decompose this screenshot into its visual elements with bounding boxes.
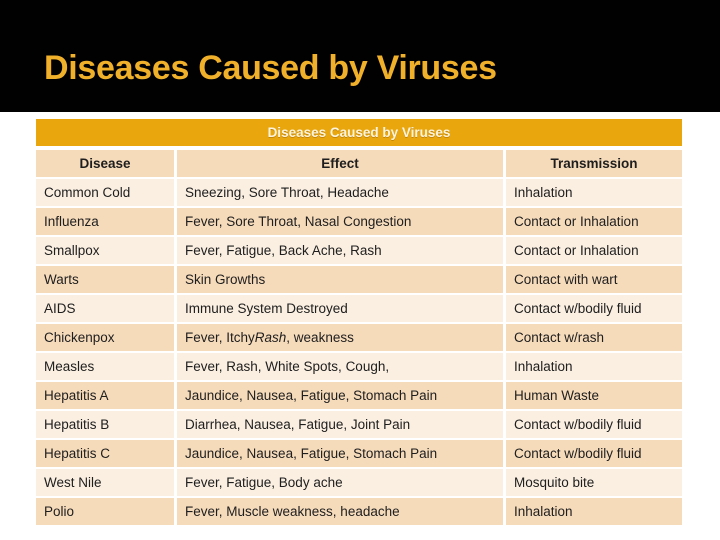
disease-cell: Measles bbox=[36, 353, 174, 380]
transmission-cell: Contact w/bodily fluid bbox=[506, 295, 682, 322]
disease-cell: Hepatitis B bbox=[36, 411, 174, 438]
transmission-cell: Contact w/rash bbox=[506, 324, 682, 351]
effect-cell: Diarrhea, Nausea, Fatigue, Joint Pain bbox=[177, 411, 503, 438]
disease-cell: Smallpox bbox=[36, 237, 174, 264]
effect-cell: Skin Growths bbox=[177, 266, 503, 293]
disease-cell: Common Cold bbox=[36, 179, 174, 206]
transmission-cell: Human Waste bbox=[506, 382, 682, 409]
effect-segment: Fever, Rash, White Spots, Cough, bbox=[185, 359, 390, 374]
effect-segment: Fever, Muscle weakness, headache bbox=[185, 504, 400, 519]
page-title: Diseases Caused by Viruses bbox=[44, 48, 497, 87]
slide-title-band: Diseases Caused by Viruses bbox=[0, 0, 720, 112]
effect-segment: Fever, Sore Throat, Nasal Congestion bbox=[185, 214, 412, 229]
effect-segment: , weakness bbox=[286, 330, 354, 345]
transmission-cell: Contact with wart bbox=[506, 266, 682, 293]
column-header: Disease bbox=[36, 150, 174, 177]
effect-segment: Sneezing, Sore Throat, Headache bbox=[185, 185, 389, 200]
effect-cell: Immune System Destroyed bbox=[177, 295, 503, 322]
transmission-cell: Inhalation bbox=[506, 353, 682, 380]
disease-cell: Warts bbox=[36, 266, 174, 293]
transmission-cell: Contact w/bodily fluid bbox=[506, 440, 682, 467]
effect-cell: Fever, Muscle weakness, headache bbox=[177, 498, 503, 525]
virus-table: Diseases Caused by Viruses Disease Effect… bbox=[36, 119, 682, 525]
effect-cell: Fever, Fatigue, Body ache bbox=[177, 469, 503, 496]
transmission-cell: Inhalation bbox=[506, 498, 682, 525]
effect-segment: Jaundice, Nausea, Fatigue, Stomach Pain bbox=[185, 388, 438, 403]
effect-segment: Fever, Itchy bbox=[185, 330, 255, 345]
disease-cell: AIDS bbox=[36, 295, 174, 322]
effect-cell: Fever, Sore Throat, Nasal Congestion bbox=[177, 208, 503, 235]
effect-cell: Fever, Rash, White Spots, Cough, bbox=[177, 353, 503, 380]
transmission-cell: Contact w/bodily fluid bbox=[506, 411, 682, 438]
effect-cell: Sneezing, Sore Throat, Headache bbox=[177, 179, 503, 206]
disease-cell: Chickenpox bbox=[36, 324, 174, 351]
effect-segment: Jaundice, Nausea, Fatigue, Stomach Pain bbox=[185, 446, 438, 461]
column-header: Transmission bbox=[506, 150, 682, 177]
effect-cell: Jaundice, Nausea, Fatigue, Stomach Pain bbox=[177, 440, 503, 467]
transmission-cell: Contact or Inhalation bbox=[506, 208, 682, 235]
disease-cell: Influenza bbox=[36, 208, 174, 235]
effect-cell: Fever, Fatigue, Back Ache, Rash bbox=[177, 237, 503, 264]
effect-cell: Jaundice, Nausea, Fatigue, Stomach Pain bbox=[177, 382, 503, 409]
transmission-cell: Mosquito bite bbox=[506, 469, 682, 496]
effect-segment: Immune System Destroyed bbox=[185, 301, 348, 316]
table-grid: Disease Effect Transmission Common Cold Snee… bbox=[36, 150, 682, 525]
disease-cell: West Nile bbox=[36, 469, 174, 496]
disease-cell: Hepatitis C bbox=[36, 440, 174, 467]
transmission-cell: Contact or Inhalation bbox=[506, 237, 682, 264]
effect-cell: Fever, Itchy Rash, weakness bbox=[177, 324, 503, 351]
effect-italic-segment: Rash bbox=[254, 330, 287, 345]
effect-segment: Fever, Fatigue, Back Ache, Rash bbox=[185, 243, 382, 258]
transmission-cell: Inhalation bbox=[506, 179, 682, 206]
column-header: Effect bbox=[177, 150, 503, 177]
effect-segment: Skin Growths bbox=[185, 272, 266, 287]
disease-cell: Hepatitis A bbox=[36, 382, 174, 409]
effect-segment: Diarrhea, Nausea, Fatigue, Joint Pain bbox=[185, 417, 411, 432]
disease-cell: Polio bbox=[36, 498, 174, 525]
table-caption: Diseases Caused by Viruses bbox=[36, 119, 682, 146]
effect-segment: Fever, Fatigue, Body ache bbox=[185, 475, 343, 490]
